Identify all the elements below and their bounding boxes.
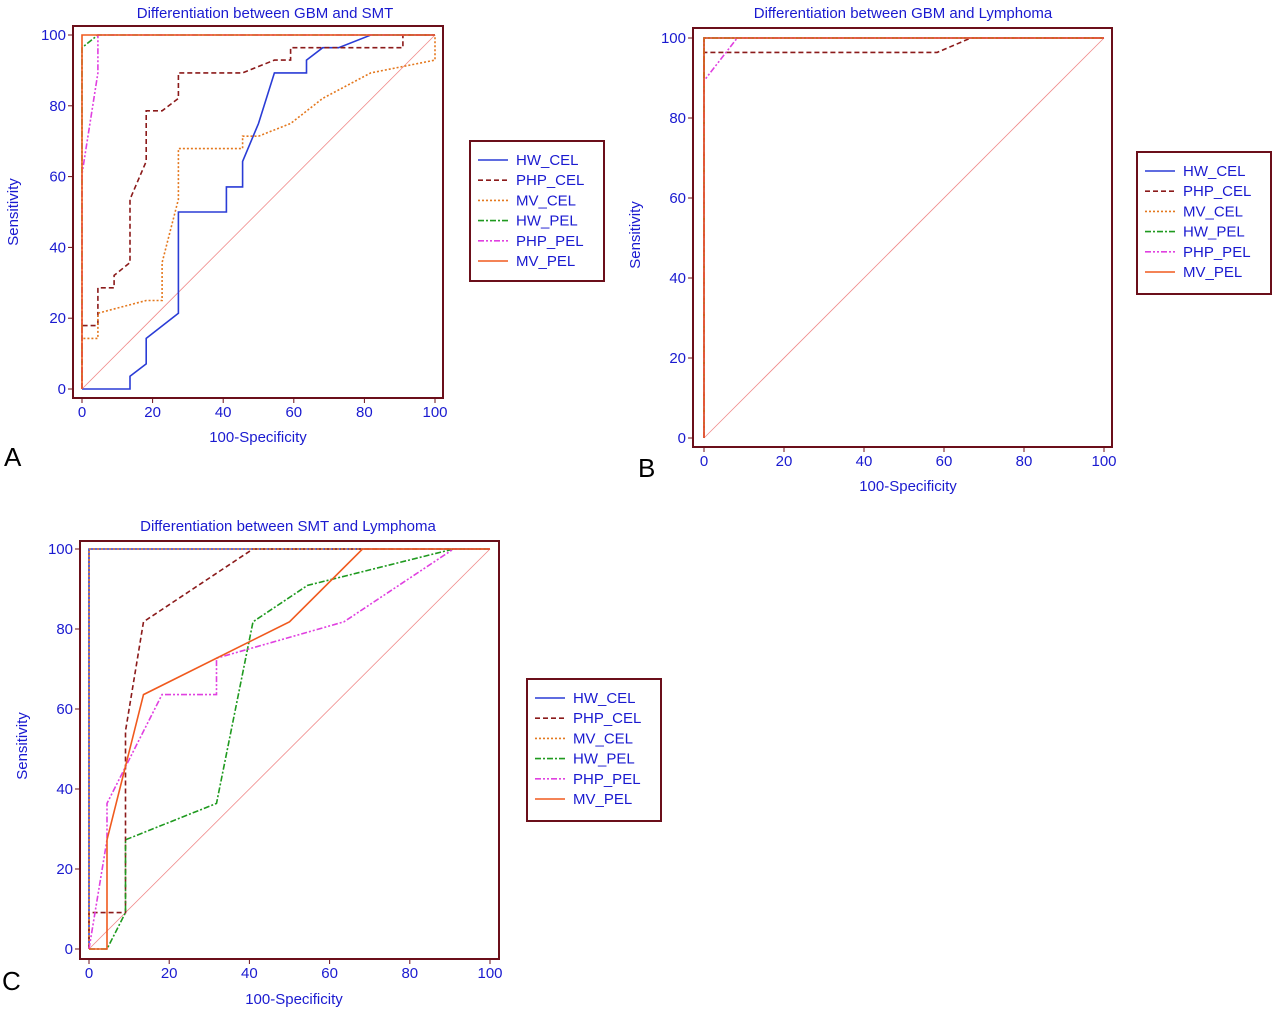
series-line-hw-cel bbox=[82, 34, 435, 390]
y-tick-label: 100 bbox=[661, 30, 686, 47]
chart-title: Differentiation between GBM and SMT bbox=[137, 5, 394, 22]
y-tick-label: 80 bbox=[56, 621, 73, 638]
legend-label: HW_PEL bbox=[573, 751, 635, 768]
x-tick-label: 80 bbox=[401, 965, 418, 982]
x-tick-label: 100 bbox=[1091, 453, 1116, 470]
y-tick-label: 0 bbox=[678, 430, 686, 447]
y-tick-label: 20 bbox=[669, 350, 686, 367]
y-tick-label: 60 bbox=[49, 169, 66, 186]
y-tick-label: 60 bbox=[669, 190, 686, 207]
legend-label: PHP_PEL bbox=[1183, 244, 1251, 261]
legend-label: PHP_PEL bbox=[516, 233, 584, 250]
x-axis-label: 100-Specificity bbox=[245, 991, 343, 1008]
legend-label: MV_PEL bbox=[573, 791, 632, 808]
y-tick-label: 100 bbox=[41, 27, 66, 44]
plot-frame bbox=[692, 27, 1113, 448]
x-tick-label: 40 bbox=[856, 453, 873, 470]
series-line-php-cel bbox=[81, 34, 435, 389]
series-line-hw-pel bbox=[89, 548, 490, 950]
panel-letter-a: A bbox=[4, 442, 22, 472]
legend-box bbox=[469, 140, 605, 282]
y-tick-label: 0 bbox=[58, 381, 66, 398]
legend-label: MV_CEL bbox=[573, 730, 633, 747]
series-line-mv-cel bbox=[81, 35, 436, 389]
chart-title: Differentiation between SMT and Lymphoma bbox=[140, 518, 436, 535]
x-tick-label: 0 bbox=[85, 965, 93, 982]
legend-label: MV_CEL bbox=[516, 192, 576, 209]
legend-label: HW_CEL bbox=[1183, 163, 1246, 180]
y-tick-label: 40 bbox=[669, 270, 686, 287]
series-line-mv-pel bbox=[703, 37, 1104, 438]
series-line-mv-pel bbox=[81, 34, 435, 389]
roc-panel-b: Differentiation between GBM and Lymphoma… bbox=[627, 5, 1272, 495]
x-tick-label: 60 bbox=[936, 453, 953, 470]
roc-panel-a: Differentiation between GBM and SMT 0 20 40… bbox=[5, 5, 605, 446]
x-tick-label: 20 bbox=[161, 965, 178, 982]
series-line-mv-cel bbox=[88, 548, 490, 949]
chart-title: Differentiation between GBM and Lymphoma bbox=[754, 5, 1053, 22]
x-tick-label: 0 bbox=[78, 404, 86, 421]
legend-label: MV_PEL bbox=[1183, 264, 1242, 281]
legend-box bbox=[1136, 151, 1272, 295]
y-tick-label: 40 bbox=[56, 781, 73, 798]
x-tick-label: 40 bbox=[241, 965, 258, 982]
y-tick-label: 0 bbox=[65, 941, 73, 958]
series-line-php-pel bbox=[88, 548, 490, 950]
legend-label: PHP_CEL bbox=[573, 710, 641, 727]
y-tick-label: 80 bbox=[49, 98, 66, 115]
y-tick-label: 20 bbox=[56, 861, 73, 878]
y-tick-label: 20 bbox=[49, 310, 66, 327]
legend-label: HW_CEL bbox=[516, 152, 579, 169]
x-tick-label: 60 bbox=[321, 965, 338, 982]
panel-letter-c: C bbox=[2, 966, 21, 996]
plot-frame bbox=[79, 540, 500, 960]
roc-panel-c: Differentiation between SMT and Lymphoma… bbox=[14, 518, 662, 1008]
y-tick-label: 100 bbox=[48, 541, 73, 558]
reference-diagonal bbox=[88, 548, 491, 950]
legend-box bbox=[526, 678, 662, 822]
legend-label: HW_CEL bbox=[573, 690, 636, 707]
series-line-mv-pel bbox=[89, 548, 490, 950]
x-axis-label: 100-Specificity bbox=[859, 478, 957, 495]
reference-diagonal bbox=[81, 34, 436, 390]
x-tick-label: 100 bbox=[477, 965, 502, 982]
y-axis-label: Sensitivity bbox=[627, 201, 644, 269]
x-tick-label: 20 bbox=[144, 404, 161, 421]
x-axis-label: 100-Specificity bbox=[209, 429, 307, 446]
legend: HW_CEL PHP_CEL MV_CEL HW_PEL PHP_PEL MV_PEL bbox=[526, 678, 662, 822]
y-tick-label: 60 bbox=[56, 701, 73, 718]
y-tick-label: 80 bbox=[669, 110, 686, 127]
x-tick-label: 40 bbox=[215, 404, 232, 421]
legend-label: PHP_CEL bbox=[516, 172, 584, 189]
y-axis-label: Sensitivity bbox=[14, 712, 31, 780]
legend-label: PHP_CEL bbox=[1183, 183, 1251, 200]
legend-label: HW_PEL bbox=[1183, 224, 1245, 241]
x-tick-label: 20 bbox=[776, 453, 793, 470]
x-tick-label: 80 bbox=[356, 404, 373, 421]
x-tick-label: 100 bbox=[422, 404, 447, 421]
legend-label: PHP_PEL bbox=[573, 771, 641, 788]
reference-diagonal bbox=[703, 37, 1105, 439]
x-tick-label: 60 bbox=[285, 404, 302, 421]
y-axis-label: Sensitivity bbox=[5, 178, 22, 246]
legend: HW_CEL PHP_CEL MV_CEL HW_PEL PHP_PEL MV_PEL bbox=[469, 140, 605, 282]
x-tick-label: 0 bbox=[700, 453, 708, 470]
legend-label: MV_PEL bbox=[516, 253, 575, 270]
x-tick-label: 80 bbox=[1016, 453, 1033, 470]
y-tick-label: 40 bbox=[49, 239, 66, 256]
legend-label: MV_CEL bbox=[1183, 203, 1243, 220]
legend: HW_CEL PHP_CEL MV_CEL HW_PEL PHP_PEL MV_PEL bbox=[1136, 151, 1272, 295]
panel-letter-b: B bbox=[638, 453, 655, 483]
legend-label: HW_PEL bbox=[516, 213, 578, 230]
